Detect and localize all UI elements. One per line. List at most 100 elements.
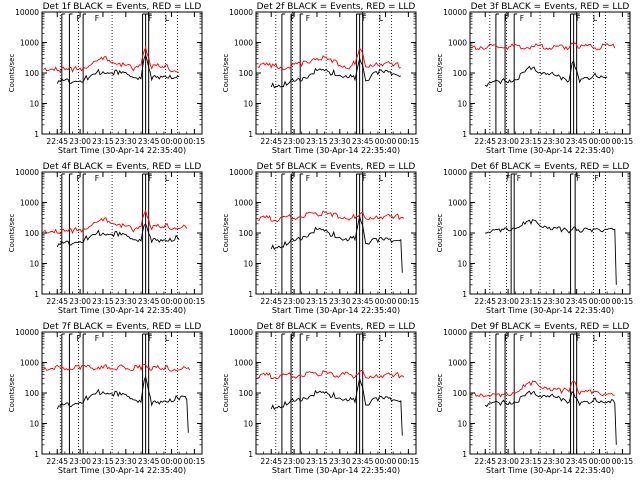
y-tick-label: 100 [239,69,254,78]
marker-glyph: F [576,14,580,23]
y-tick-label: 10000 [229,8,253,17]
x-tick-label: 00:15 [612,457,634,466]
series-line-events [484,390,617,445]
y-tick-label: 10 [243,260,253,269]
x-tick-label: 22:45 [260,137,282,146]
x-tick-label: 00:15 [398,137,420,146]
x-tick-label: 23:30 [115,457,137,466]
x-tick-label: 23:15 [520,137,542,146]
x-tick-label: 23:45 [138,457,160,466]
marker-glyph: F [505,334,509,343]
series-line-events [270,56,401,89]
y-tick-label: 10 [457,420,467,429]
x-tick-label: 23:30 [329,297,351,306]
x-tick-label: 23:00 [283,457,305,466]
x-tick-label: 23:45 [566,137,588,146]
y-tick-label: 100 [239,389,254,398]
x-tick-label: 23:15 [92,297,114,306]
marker-glyph: L [165,334,170,343]
panel-det-2: Det 2f BLACK = Events, RED = LLD F F F L 1 10 1… [222,2,419,155]
y-tick-label: 10000 [15,328,39,337]
x-tick-label: 23:45 [138,297,160,306]
y-tick-label: 10 [29,100,39,109]
marker-glyph: F [520,334,524,343]
x-tick-label: 00:00 [589,137,611,146]
x-tick-label: 22:45 [260,297,282,306]
y-tick-label: 1 [462,450,467,459]
panel-det-5: Det 5f BLACK = Events, RED = LLD F F F L 1 10 1… [222,162,419,315]
panel-det-9: Det 9f BLACK = Events, RED = LLD F F F L 1 10 1… [436,322,633,475]
x-tick-label: 23:00 [69,137,91,146]
x-axis-label: Start Time (30-Apr-14 22:35:40) [58,466,186,475]
x-tick-label: 00:15 [184,137,206,146]
y-tick-label: 100 [25,389,40,398]
x-tick-label: 23:00 [69,297,91,306]
y-tick-label: 1 [248,290,253,299]
y-tick-label: 1 [34,130,39,139]
series-line-events [56,53,180,85]
y-tick-label: 1000 [448,199,467,208]
marker-glyph: L [165,14,170,23]
panel-title: Det 9f BLACK = Events, RED = LLD [471,322,630,332]
x-tick-label: 23:45 [566,457,588,466]
x-tick-label: 22:45 [46,297,68,306]
x-tick-label: 00:00 [161,297,183,306]
y-tick-label: 10000 [229,168,253,177]
marker-glyph: F [505,14,509,23]
marker-glyph: F [95,334,99,343]
x-tick-label: 23:00 [283,137,305,146]
y-tick-label: 1000 [448,39,467,48]
series-line-events [270,378,403,436]
y-tick-label: 10 [457,100,467,109]
y-axis-label: Counts/sec [8,374,16,413]
y-tick-label: 100 [453,389,468,398]
y-tick-label: 10000 [443,168,467,177]
panel-title: Det 6f BLACK = Events, RED = LLD [471,162,630,172]
series-line-events [484,59,608,87]
x-tick-label: 23:00 [497,457,519,466]
marker-glyph: L [593,14,598,23]
y-tick-label: 100 [25,229,40,238]
panel-det-4: Det 4f BLACK = Events, RED = LLD F F F L 1 10 1… [8,162,205,315]
y-axis-label: Counts/sec [222,54,230,93]
y-tick-label: 10000 [15,8,39,17]
y-axis-label: Counts/sec [8,54,16,93]
y-tick-label: 10000 [443,328,467,337]
x-axis-label: Start Time (30-Apr-14 22:35:40) [272,146,400,155]
x-tick-label: 23:00 [497,137,519,146]
marker-glyph: F [362,174,366,183]
y-tick-label: 1 [462,290,467,299]
x-axis-label: Start Time (30-Apr-14 22:35:40) [486,466,614,475]
panel-title: Det 4f BLACK = Events, RED = LLD [43,162,202,172]
marker-glyph: F [594,174,598,183]
marker-glyph: F [291,334,295,343]
x-tick-label: 23:15 [520,297,542,306]
y-tick-label: 100 [239,229,254,238]
x-axis-label: Start Time (30-Apr-14 22:35:40) [58,146,186,155]
series-line-events [56,222,180,248]
marker-glyph: F [148,14,152,23]
x-tick-label: 23:00 [497,297,519,306]
y-tick-label: 100 [25,69,40,78]
series-line-lld [43,364,191,372]
x-tick-label: 00:15 [184,457,206,466]
x-tick-label: 23:45 [352,297,374,306]
marker-glyph: L [379,14,384,23]
x-axis-label: Start Time (30-Apr-14 22:35:40) [272,306,400,315]
x-tick-label: 23:30 [543,457,565,466]
y-tick-label: 1 [248,450,253,459]
marker-glyph: F [148,334,152,343]
series-line-events [270,216,403,273]
marker-glyph: F [576,174,580,183]
y-tick-label: 10000 [229,328,253,337]
marker-glyph: F [95,14,99,23]
x-tick-label: 23:45 [138,137,160,146]
series-line-lld [471,380,615,398]
y-axis-label: Counts/sec [222,374,230,413]
x-tick-label: 23:30 [543,137,565,146]
x-tick-label: 23:30 [329,137,351,146]
marker-glyph: F [148,174,152,183]
x-tick-label: 23:15 [306,297,328,306]
